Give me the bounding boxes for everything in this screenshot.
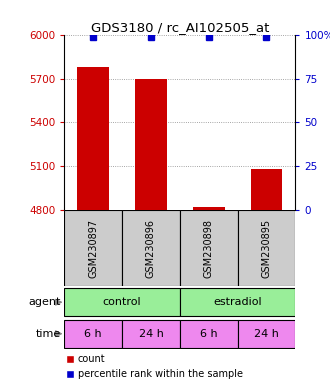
Bar [238, 210, 295, 286]
Text: 6 h: 6 h [200, 329, 217, 339]
Bar [193, 207, 225, 210]
Bar [122, 210, 180, 286]
Legend: count, percentile rank within the sample: count, percentile rank within the sample [66, 354, 243, 379]
Text: GSM230897: GSM230897 [88, 218, 98, 278]
Bar [135, 79, 167, 210]
Title: GDS3180 / rc_AI102505_at: GDS3180 / rc_AI102505_at [91, 21, 269, 34]
Text: GSM230895: GSM230895 [261, 218, 272, 278]
Bar [64, 288, 180, 316]
Bar [180, 288, 295, 316]
Text: 24 h: 24 h [254, 329, 279, 339]
Text: control: control [103, 297, 142, 307]
Bar [180, 319, 238, 348]
Bar [77, 67, 109, 210]
Text: estradiol: estradiol [213, 297, 262, 307]
Bar [122, 319, 180, 348]
Text: time: time [36, 329, 61, 339]
Text: 6 h: 6 h [84, 329, 102, 339]
Text: GSM230898: GSM230898 [204, 218, 214, 278]
Bar [250, 169, 282, 210]
Text: GSM230896: GSM230896 [146, 218, 156, 278]
Text: 24 h: 24 h [139, 329, 163, 339]
Bar [64, 210, 122, 286]
Bar [64, 319, 122, 348]
Text: agent: agent [29, 297, 61, 307]
Bar [238, 319, 295, 348]
Bar [180, 210, 238, 286]
